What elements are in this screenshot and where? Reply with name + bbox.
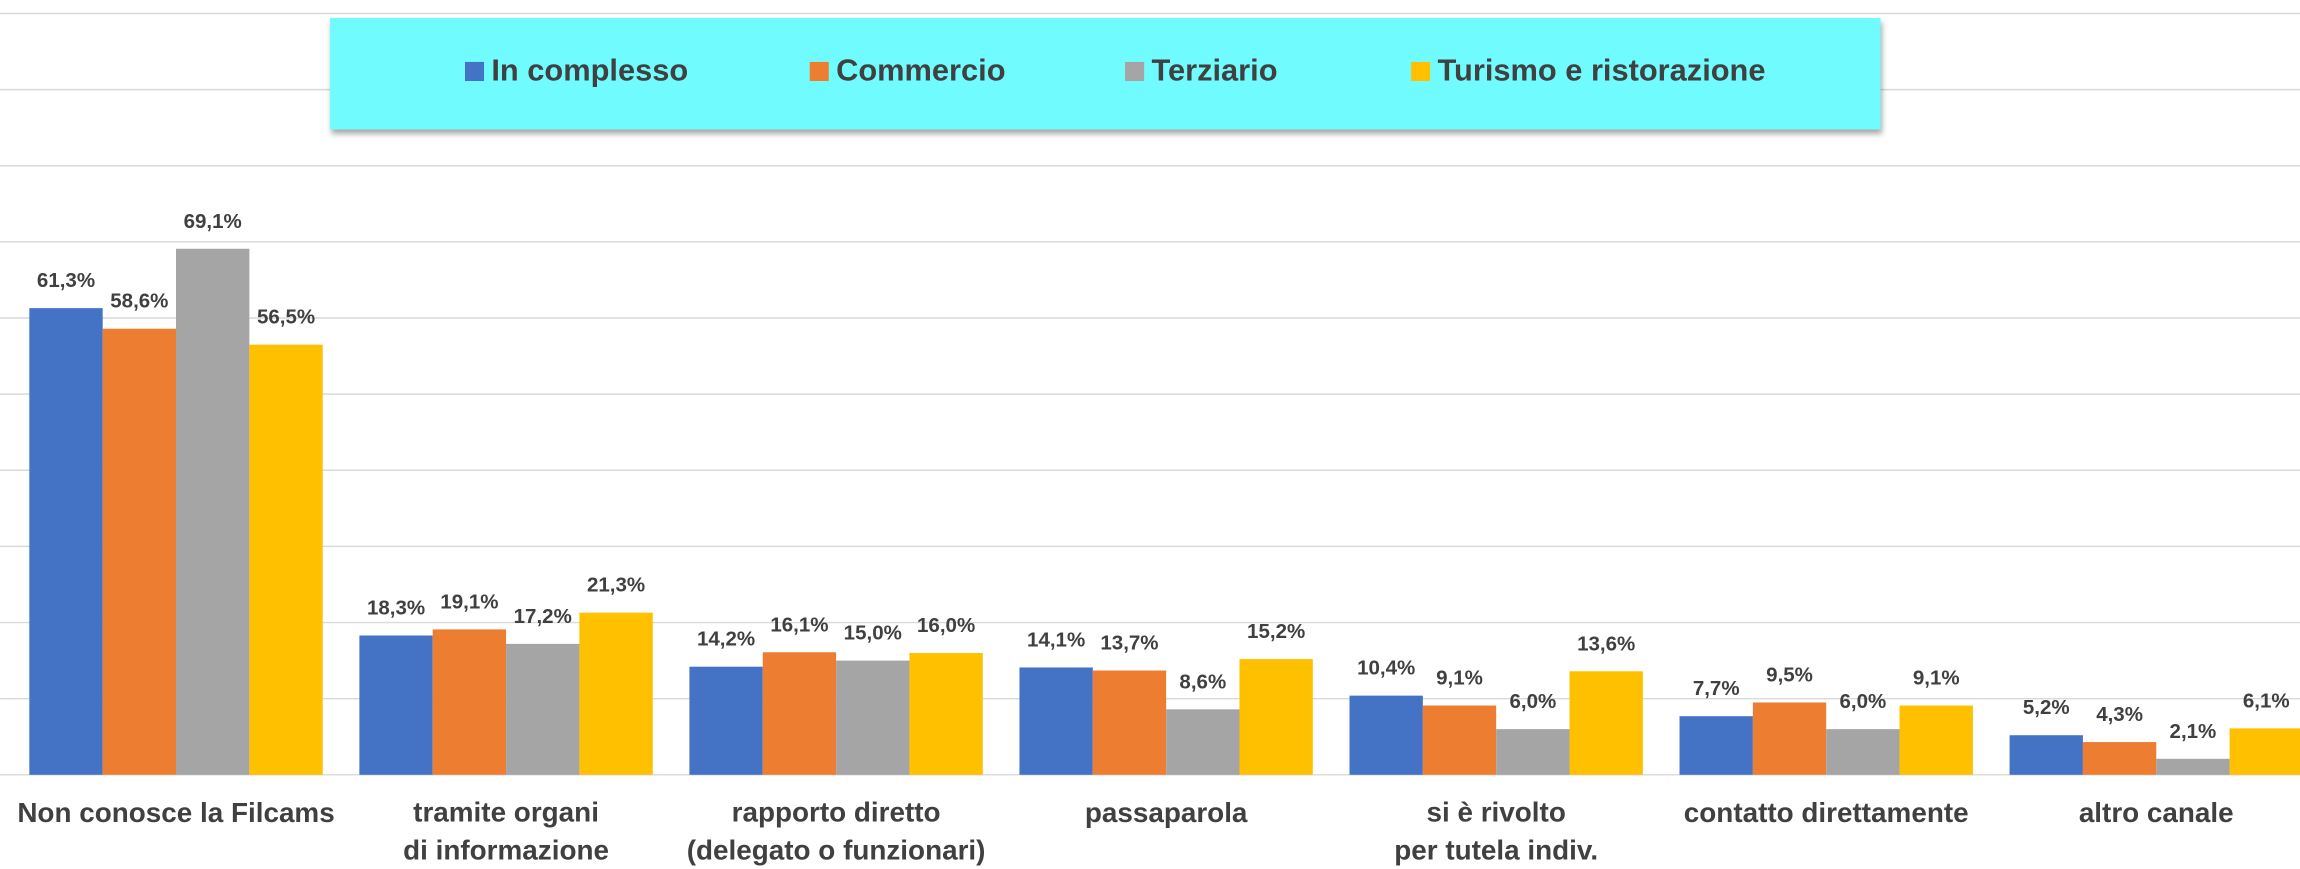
bar	[2229, 728, 2300, 775]
value-label: 21,3%	[587, 574, 645, 597]
bar	[2082, 742, 2157, 775]
value-label: 17,2%	[514, 605, 572, 628]
value-label: 58,6%	[110, 290, 168, 313]
legend-swatch	[464, 61, 485, 81]
value-label: 19,1%	[440, 590, 498, 613]
value-label: 4,3%	[2096, 703, 2143, 726]
bar	[1422, 705, 1497, 775]
value-label: 6,0%	[1839, 690, 1886, 713]
legend-swatch	[1411, 61, 1431, 81]
bar	[1679, 716, 1753, 775]
bar	[579, 612, 653, 775]
bar	[1752, 702, 1827, 775]
legend-swatch	[809, 61, 829, 81]
bar	[1826, 729, 1900, 775]
bar	[1349, 695, 1423, 775]
bar	[689, 666, 763, 775]
value-label: 61,3%	[37, 269, 95, 292]
bar	[2009, 735, 2083, 775]
value-label: 56,5%	[257, 306, 315, 329]
bar	[1899, 705, 1973, 775]
value-label: 18,3%	[367, 597, 425, 620]
value-label: 14,2%	[697, 628, 755, 651]
bar	[506, 643, 580, 775]
x-tick-label: rapporto diretto (delegato o funzionari)	[687, 797, 986, 866]
value-label: 14,1%	[1027, 628, 1085, 651]
bars: 61,3% 58,6% 69,1% 56,5% Non conosce la Filca…	[17, 210, 2300, 866]
value-label: 15,0%	[844, 622, 902, 645]
value-label: 13,7%	[1100, 632, 1158, 655]
legend-label: Commercio	[836, 52, 1005, 87]
value-label: 16,1%	[770, 613, 828, 636]
x-tick-label: altro canale	[2079, 797, 2234, 828]
bar	[1019, 667, 1093, 775]
value-label: 69,1%	[184, 210, 242, 233]
bar	[1092, 670, 1167, 775]
legend-label: Terziario	[1151, 52, 1277, 87]
legend-label: Turismo e ristorazione	[1438, 52, 1766, 87]
bar	[909, 653, 983, 775]
bar	[359, 635, 433, 775]
value-label: 16,0%	[917, 614, 975, 637]
value-label: 9,5%	[1766, 664, 1813, 687]
value-label: 9,1%	[1436, 667, 1483, 690]
bar	[836, 660, 910, 775]
bar	[249, 344, 323, 775]
bar	[1496, 729, 1570, 775]
bar	[432, 629, 507, 775]
value-label: 5,2%	[2023, 696, 2070, 719]
bar	[176, 248, 250, 775]
value-label: 15,2%	[1247, 620, 1305, 643]
legend-swatch	[1125, 61, 1145, 81]
bar	[1239, 659, 1313, 775]
x-tick-label: passaparola	[1085, 797, 1248, 828]
bar	[762, 652, 837, 775]
bar	[1569, 671, 1643, 775]
legend: In complesso Commercio Terziario Turismo e …	[464, 52, 1766, 87]
value-label: 6,1%	[2243, 689, 2290, 712]
value-label: 13,6%	[1577, 632, 1635, 655]
bar	[1166, 709, 1240, 775]
legend-label: In complesso	[491, 52, 688, 87]
x-tick-label: contatto direttamente	[1684, 797, 1969, 828]
value-label: 9,1%	[1913, 667, 1960, 690]
x-tick-label: tramite organi di informazione	[403, 797, 609, 866]
x-tick-label: Non conosce la Filcams	[17, 797, 334, 828]
value-label: 10,4%	[1357, 657, 1415, 680]
value-label: 8,6%	[1179, 670, 1226, 693]
bar	[29, 308, 103, 775]
bar	[102, 328, 177, 775]
legend-box	[330, 17, 1881, 130]
value-label: 7,7%	[1693, 677, 1740, 700]
value-label: 2,1%	[2170, 720, 2217, 743]
bar	[2156, 758, 2230, 775]
value-label: 6,0%	[1509, 690, 1556, 713]
x-tick-label: si è rivolto per tutela indiv.	[1394, 797, 1598, 866]
